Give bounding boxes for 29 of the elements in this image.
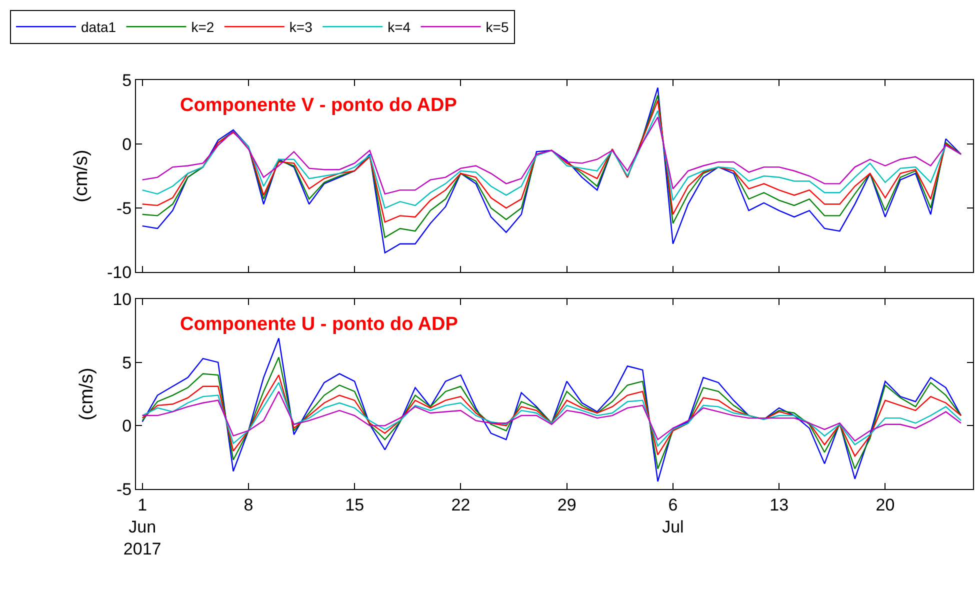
y-tick-label: 5 xyxy=(122,353,132,372)
text: Componente V - ponto do ADP xyxy=(180,95,458,116)
legend-label: k=3 xyxy=(289,19,313,36)
x-tick-label: 6 Jul xyxy=(662,495,684,536)
x-tick-label: 13 xyxy=(770,495,789,514)
line-series xyxy=(142,382,962,447)
y-tick-label: -5 xyxy=(116,198,132,218)
line-series xyxy=(142,356,962,470)
y-tick-label: 10 xyxy=(112,290,132,309)
line-series xyxy=(142,116,962,195)
line-series xyxy=(142,390,962,442)
x-tick-label: 15 xyxy=(345,495,364,514)
x-tick-label: 22 xyxy=(451,495,470,514)
legend-label: data1 xyxy=(81,19,116,36)
line-series xyxy=(142,374,962,457)
x-tick-label: 8 xyxy=(244,495,254,514)
text: Componente U - ponto do ADP xyxy=(180,314,458,335)
legend-label: k=4 xyxy=(388,19,411,36)
y-axis-title: (cm/s) xyxy=(76,368,98,420)
y-tick-label: 0 xyxy=(122,416,132,436)
x-tick-label: 29 xyxy=(557,495,576,514)
legend-label: k=5 xyxy=(486,19,509,36)
legend-label: k=2 xyxy=(191,19,214,36)
y-tick-label: -10 xyxy=(107,262,132,282)
line-series xyxy=(142,338,962,482)
y-axis-title: (cm/s) xyxy=(70,150,92,202)
y-tick-label: 0 xyxy=(122,134,132,154)
y-tick-label: 5 xyxy=(122,70,132,90)
x-tick-label: 20 xyxy=(876,495,895,514)
